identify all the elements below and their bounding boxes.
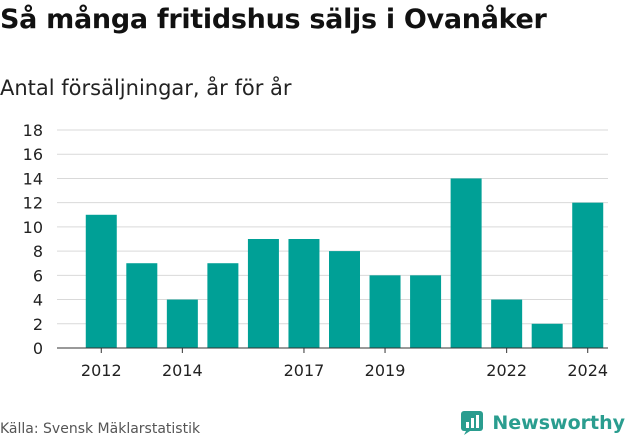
y-tick-label: 12 (23, 194, 43, 213)
bar-2013 (126, 263, 158, 348)
bar-2023 (531, 323, 563, 348)
x-tick-label: 2012 (81, 361, 122, 380)
y-tick-label: 16 (23, 145, 43, 164)
y-tick-label: 8 (33, 242, 43, 261)
bar-2024 (572, 202, 604, 348)
x-tick-label: 2024 (567, 361, 608, 380)
bar-2018 (329, 251, 360, 348)
x-tick-label: 2017 (284, 361, 325, 380)
y-tick-label: 4 (33, 291, 43, 310)
bar-2016 (247, 239, 279, 348)
y-tick-label: 0 (33, 339, 43, 358)
bar-2017 (288, 239, 320, 348)
x-tick-label: 2022 (486, 361, 527, 380)
bar-chart: 0 2 4 6 8 10 12 14 16 18 2012 2014 2017 2019 2022 2024 (23, 121, 608, 380)
brand-logo: Newsworthy (460, 410, 625, 436)
newsworthy-logo-icon (461, 411, 484, 435)
bar-2019 (369, 275, 401, 348)
y-tick-label: 6 (33, 266, 43, 285)
bar-2014 (166, 299, 198, 348)
brand-name: Newsworthy (492, 412, 625, 434)
x-tick-label: 2014 (162, 361, 203, 380)
source-note: Källa: Svensk Mäklarstatistik (0, 421, 201, 437)
bar-2020 (410, 275, 442, 348)
bar-2021 (450, 178, 482, 348)
bar-2012 (85, 214, 117, 348)
chart-title: Så många fritidshus säljs i Ovanåker (0, 4, 547, 35)
x-tick-label: 2019 (365, 361, 406, 380)
chart-subtitle: Antal försäljningar, år för år (0, 76, 292, 100)
y-tick-label: 14 (23, 169, 43, 188)
y-tick-label: 10 (23, 218, 43, 237)
y-tick-label: 2 (33, 315, 43, 334)
y-tick-label: 18 (23, 121, 43, 140)
bar-2022 (491, 299, 523, 348)
bar-2015 (207, 263, 239, 348)
